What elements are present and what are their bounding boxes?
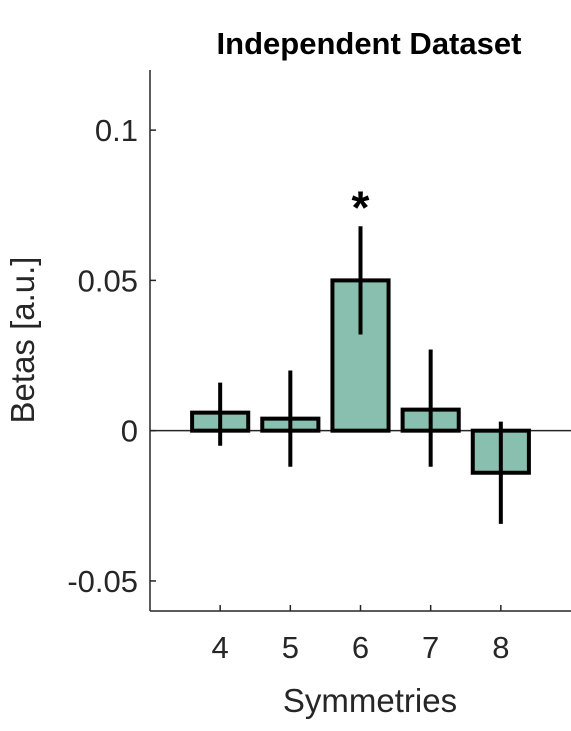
- significance-star: *: [352, 181, 370, 233]
- x-tick-label: 8: [492, 630, 509, 665]
- x-tick-label: 5: [282, 630, 299, 665]
- x-axis-label: Symmetries: [283, 682, 457, 719]
- x-tick-label: 6: [352, 630, 369, 665]
- y-ticks: -0.05 0 0.05 0.1: [67, 113, 156, 599]
- significance-marks: *: [352, 181, 370, 233]
- y-tick-label: 0: [121, 414, 138, 449]
- x-ticks: 4 5 6 7 8: [212, 605, 509, 665]
- error-bars: [218, 226, 503, 524]
- y-tick-label: 0.1: [95, 113, 138, 148]
- x-tick-label: 4: [212, 630, 229, 665]
- x-tick-label: 7: [422, 630, 439, 665]
- y-axis-label: Betas [a.u.]: [4, 257, 41, 424]
- y-tick-label: 0.05: [78, 263, 138, 298]
- chart-title: Independent Dataset: [217, 26, 522, 61]
- y-tick-label: -0.05: [67, 564, 138, 599]
